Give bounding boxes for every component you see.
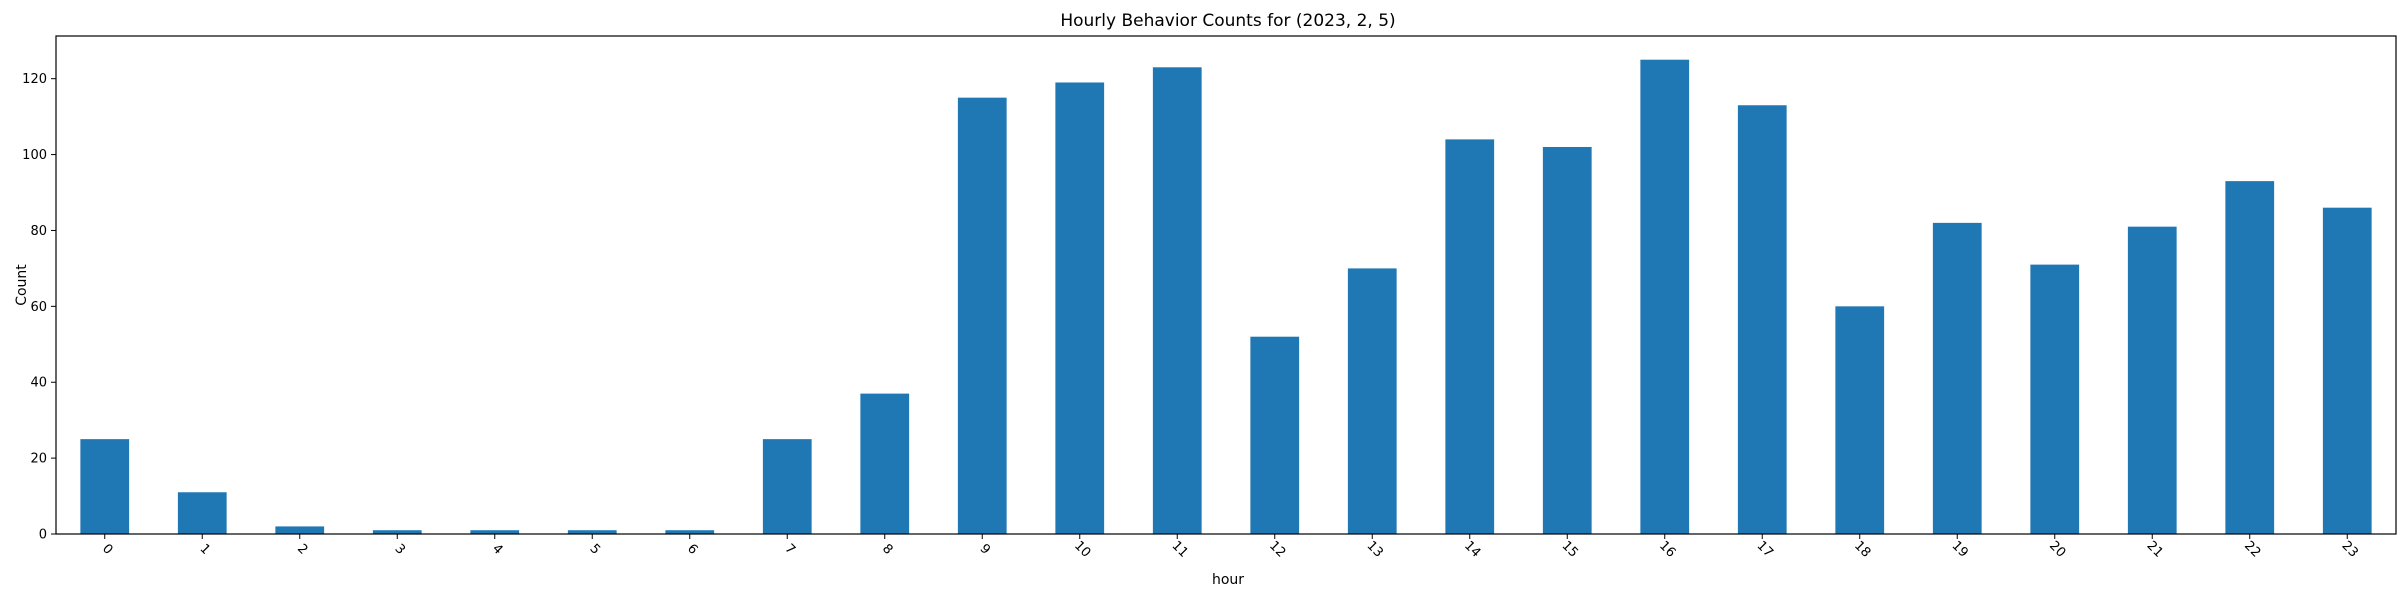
y-axis: 0 20 40 60 80 100 120 [22, 72, 56, 543]
x-tick-label: 11 [1169, 538, 1191, 560]
bars-group [80, 59, 2372, 535]
x-tick-label: 4 [489, 541, 505, 557]
x-tick-label: 15 [1559, 538, 1581, 560]
bar-hour-15 [1542, 146, 1592, 535]
x-tick-label: 6 [684, 541, 700, 557]
bar-hour-20 [2030, 264, 2080, 534]
bar-hour-21 [2127, 226, 2177, 534]
x-tick-label: 5 [586, 541, 602, 557]
bar-hour-18 [1835, 306, 1885, 534]
bar-hour-14 [1445, 139, 1495, 534]
x-tick-label: 8 [879, 541, 895, 557]
chart-title: Hourly Behavior Counts for (2023, 2, 5) [1060, 11, 1395, 31]
x-tick-label: 3 [391, 541, 407, 557]
y-axis-label: Count [14, 264, 30, 306]
bar-hour-11 [1152, 67, 1202, 535]
x-tick-label: 13 [1364, 538, 1386, 560]
bar-hour-13 [1347, 268, 1397, 534]
x-tick-label: 10 [1071, 538, 1093, 560]
bar-hour-7 [762, 439, 812, 534]
bar-hour-23 [2322, 207, 2372, 534]
bar-hour-10 [1055, 82, 1105, 534]
x-axis-label: hour [1212, 572, 1244, 588]
x-tick-label: 12 [1266, 538, 1288, 560]
bar-hour-8 [860, 393, 910, 534]
x-tick-label: 19 [1949, 538, 1971, 560]
x-tick-label: 20 [2046, 538, 2068, 560]
x-tick-label: 9 [976, 541, 992, 557]
bar-hour-22 [2225, 181, 2275, 534]
bar-hour-2 [275, 526, 325, 534]
x-tick-label: 14 [1461, 538, 1483, 560]
x-tick-label: 2 [294, 541, 310, 557]
x-tick-label: 1 [196, 541, 212, 557]
y-tick-label: 120 [22, 72, 47, 87]
x-tick-label: 22 [2241, 538, 2263, 560]
bar-hour-3 [372, 530, 422, 534]
bar-hour-12 [1250, 336, 1300, 534]
bar-hour-9 [957, 97, 1007, 534]
x-axis: 0 1 2 3 4 5 6 7 8 9 10 11 12 13 14 15 16 17 18 19 20 21 22 23 [99, 534, 2361, 561]
x-tick-label: 16 [1656, 538, 1678, 560]
y-tick-label: 80 [30, 224, 47, 239]
x-tick-label: 7 [781, 541, 797, 557]
x-tick-label: 21 [2144, 538, 2166, 560]
x-tick-label: 23 [2339, 538, 2361, 560]
y-tick-label: 100 [22, 148, 47, 163]
x-tick-label: 0 [99, 541, 115, 557]
y-tick-label: 60 [30, 300, 47, 315]
bar-hour-0 [80, 439, 130, 534]
bar-hour-17 [1737, 105, 1787, 534]
bar-hour-1 [177, 492, 227, 534]
bar-hour-16 [1640, 59, 1690, 535]
bar-hour-5 [567, 530, 617, 534]
bar-hour-4 [470, 530, 520, 534]
y-tick-label: 40 [30, 376, 47, 391]
y-tick-label: 0 [39, 528, 47, 543]
x-tick-label: 18 [1851, 538, 1873, 560]
bar-hour-6 [665, 530, 715, 534]
plot-frame [55, 35, 2397, 535]
y-tick-label: 20 [30, 452, 47, 467]
bar-hour-19 [1932, 222, 1982, 534]
x-tick-label: 17 [1754, 538, 1776, 560]
